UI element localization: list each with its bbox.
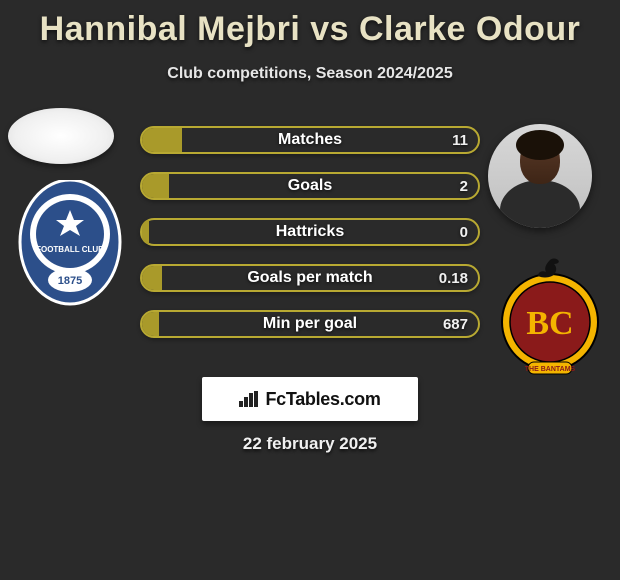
snapshot-date: 22 february 2025	[0, 434, 620, 454]
svg-text:1875: 1875	[58, 275, 82, 287]
stats-bars: Matches11 Goals2 Hattricks0 Goals per match…	[140, 126, 480, 356]
stat-label: Goals	[142, 177, 478, 195]
stat-label: Hattricks	[142, 223, 478, 241]
svg-text:BC: BC	[526, 305, 573, 342]
stat-value-right: 11	[452, 132, 468, 149]
page-subtitle: Club competitions, Season 2024/2025	[0, 65, 620, 83]
stat-value-right: 0.18	[439, 270, 468, 287]
player1-club-crest: FOOTBALL CLUB 1875	[18, 180, 122, 310]
stat-label: Goals per match	[142, 269, 478, 287]
stat-bar: Matches11	[140, 126, 480, 154]
stat-bar: Min per goal687	[140, 310, 480, 338]
stat-bar: Hattricks0	[140, 218, 480, 246]
svg-text:THE BANTAMS: THE BANTAMS	[525, 366, 576, 373]
source-label: FcTables.com	[265, 389, 380, 410]
player1-portrait-placeholder	[8, 108, 114, 164]
stat-bar: Goals per match0.18	[140, 264, 480, 292]
stat-label: Min per goal	[142, 315, 478, 333]
svg-text:FOOTBALL CLUB: FOOTBALL CLUB	[36, 245, 104, 254]
stat-value-right: 687	[443, 316, 468, 333]
fctables-bars-icon	[239, 391, 259, 407]
source-box: FcTables.com	[202, 377, 418, 421]
player2-portrait	[488, 124, 592, 228]
stat-label: Matches	[142, 131, 478, 149]
stat-value-right: 0	[460, 224, 468, 241]
stat-value-right: 2	[460, 178, 468, 195]
player2-club-crest: BC THE BANTAMS	[498, 258, 602, 378]
stat-bar: Goals2	[140, 172, 480, 200]
page-title: Hannibal Mejbri vs Clarke Odour	[0, 0, 620, 49]
